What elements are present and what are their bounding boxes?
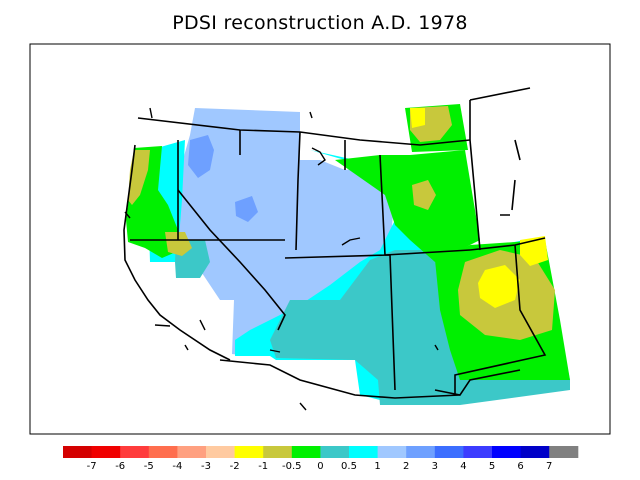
legend-swatch bbox=[148, 446, 178, 458]
legend-swatch bbox=[434, 446, 464, 458]
legend-swatch bbox=[377, 446, 407, 458]
legend-tick-label: 5 bbox=[489, 461, 495, 472]
field-mid-blue-center bbox=[235, 196, 258, 222]
legend-tick-label: 2 bbox=[403, 461, 409, 472]
legend-swatch bbox=[492, 446, 522, 458]
legend-tick-label: 3 bbox=[432, 461, 438, 472]
legend-swatch bbox=[520, 446, 550, 458]
field-teal-south bbox=[270, 250, 570, 405]
legend-swatch bbox=[120, 446, 150, 458]
field-yellow-east-edge bbox=[520, 236, 548, 266]
pdsi-shaded-field bbox=[126, 104, 570, 405]
legend-swatch bbox=[91, 446, 121, 458]
legend-tick-label: 4 bbox=[460, 461, 466, 472]
field-olive-klamath bbox=[165, 232, 192, 256]
legend-swatch bbox=[234, 446, 264, 458]
legend-tick-label: -0.5 bbox=[282, 461, 302, 472]
lakes-and-islands bbox=[124, 107, 439, 411]
legend-swatch bbox=[177, 446, 207, 458]
legend-tick-label: 0 bbox=[317, 461, 323, 472]
field-yellow-northeast bbox=[410, 108, 425, 128]
legend-tick-label: -5 bbox=[144, 461, 154, 472]
legend-tick-label: 0.5 bbox=[341, 461, 357, 472]
color-legend: -7 -6 -5 -4 -3 -2 -1 -0.5 0 0.5 1 2 3 4 5 6 7 bbox=[63, 446, 579, 472]
legend-swatch bbox=[63, 446, 93, 458]
state-boundaries bbox=[123, 87, 547, 399]
legend-swatch bbox=[291, 446, 321, 458]
legend-tick-label: -3 bbox=[201, 461, 211, 472]
legend-swatch bbox=[463, 446, 493, 458]
field-mid-blue-north bbox=[188, 135, 214, 178]
legend-swatch bbox=[349, 446, 379, 458]
legend-swatch bbox=[263, 446, 293, 458]
legend-tick-label: 1 bbox=[374, 461, 380, 472]
field-green-east bbox=[335, 150, 480, 262]
legend-tick-label: -7 bbox=[87, 461, 97, 472]
legend-swatch bbox=[549, 446, 579, 458]
legend-swatch bbox=[320, 446, 350, 458]
field-olive-wyoming bbox=[412, 180, 436, 210]
legend-swatch bbox=[206, 446, 236, 458]
legend-tick-label: -1 bbox=[258, 461, 268, 472]
legend-swatch bbox=[406, 446, 436, 458]
legend-tick-label: 7 bbox=[546, 461, 552, 472]
legend-tick-label: 6 bbox=[517, 461, 523, 472]
legend-tick-label: -2 bbox=[230, 461, 240, 472]
legend-tick-label: -6 bbox=[115, 461, 125, 472]
map-title: PDSI reconstruction A.D. 1978 bbox=[172, 12, 468, 34]
field-yellow-southeast bbox=[478, 265, 520, 308]
legend-tick-label: -4 bbox=[172, 461, 182, 472]
